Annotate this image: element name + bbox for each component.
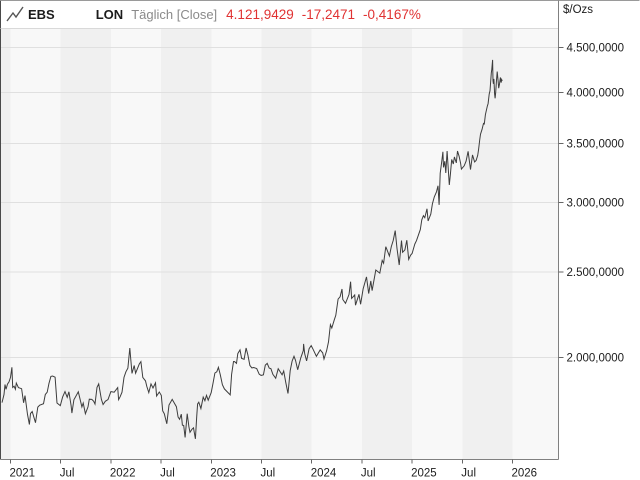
background-stripe <box>512 28 559 460</box>
y-tick-label: 4.500,0000 <box>567 43 625 55</box>
x-tick-label: Jul <box>461 468 476 480</box>
background-stripe <box>0 28 11 460</box>
y-tick-label: 3.000,0000 <box>567 197 625 209</box>
x-tick-label: 2021 <box>10 468 36 480</box>
unit-label: $/Ozs <box>563 4 594 16</box>
y-tick-label: 4.000,0000 <box>567 88 625 100</box>
x-tick-label: 2022 <box>110 468 136 480</box>
x-tick-label: 2026 <box>512 468 538 480</box>
background-stripe <box>462 28 513 460</box>
price-line-series <box>1 59 503 439</box>
x-tick-label: Jul <box>261 468 276 480</box>
background-stripe <box>60 28 111 460</box>
x-tick-label: 2024 <box>311 468 337 480</box>
background-stripe <box>311 28 362 460</box>
x-tick-label: 2025 <box>411 468 437 480</box>
background-stripe <box>10 28 61 460</box>
background-stripe <box>412 28 463 460</box>
background-stripe <box>261 28 312 460</box>
x-tick-label: 2023 <box>210 468 236 480</box>
x-tick-label: Jul <box>160 468 175 480</box>
x-tick-label: Jul <box>60 468 75 480</box>
y-tick-label: 3.500,0000 <box>567 139 625 151</box>
y-tick-label: 2.000,0000 <box>567 352 625 364</box>
y-tick-label: 2.500,0000 <box>567 267 625 279</box>
x-tick-label: Jul <box>361 468 376 480</box>
background-stripe <box>161 28 212 460</box>
background-stripe <box>211 28 262 460</box>
background-stripe <box>361 28 413 460</box>
